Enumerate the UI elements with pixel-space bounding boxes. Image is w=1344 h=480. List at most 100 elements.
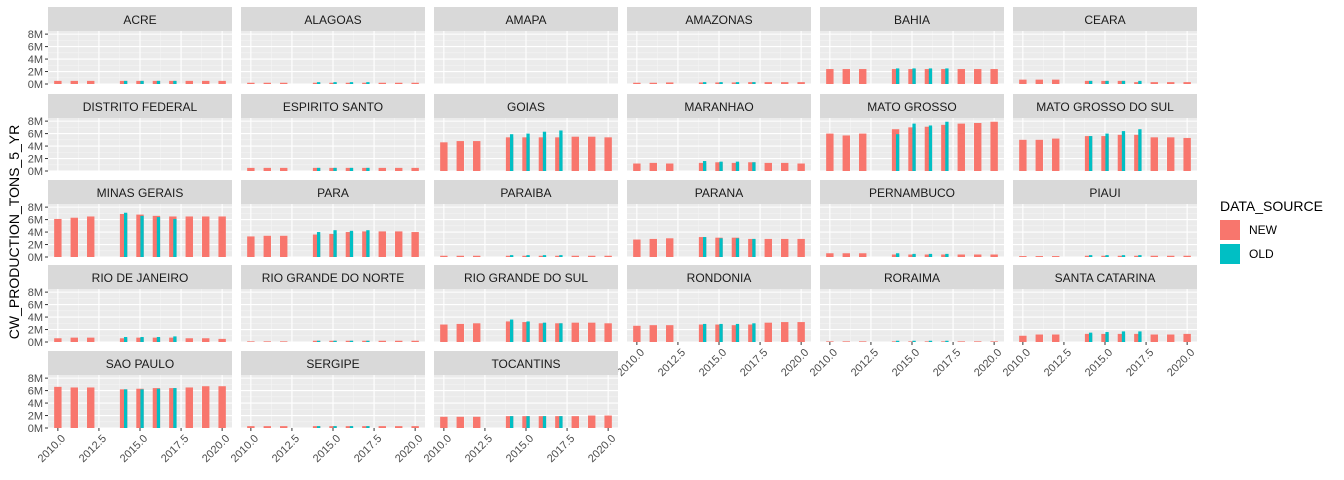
bar-new xyxy=(522,137,530,171)
bar-new xyxy=(202,338,210,342)
bar-new xyxy=(538,255,547,257)
bar-old xyxy=(945,253,949,257)
bar-new xyxy=(87,216,95,257)
bar-old xyxy=(316,340,321,342)
bar-new xyxy=(731,237,740,257)
panel-para: PARA xyxy=(241,180,425,258)
bar-new xyxy=(70,217,78,257)
bar-new xyxy=(649,325,657,342)
bar-new xyxy=(378,82,386,84)
bar-old xyxy=(928,125,933,171)
x-tick-label: 2015.0 xyxy=(118,433,150,465)
bar-new xyxy=(891,69,900,84)
bar-new xyxy=(395,426,403,428)
bar-new xyxy=(908,69,916,84)
bar-new xyxy=(411,340,419,342)
y-tick-label: 2M xyxy=(28,411,43,423)
bar-new xyxy=(411,426,419,428)
bar-new xyxy=(345,232,354,257)
bar-new xyxy=(924,341,933,342)
bar-new xyxy=(781,82,789,84)
strip-label: PIAUI xyxy=(1089,186,1120,200)
bar-new xyxy=(571,255,579,257)
bar-new xyxy=(748,82,756,84)
x-tick-label: 2010.0 xyxy=(229,433,261,465)
bar-old xyxy=(316,82,321,84)
bar-old xyxy=(156,80,161,84)
bar-new xyxy=(555,416,563,428)
bar-old xyxy=(735,323,740,342)
bar-new xyxy=(649,82,657,84)
bar-new xyxy=(908,127,916,171)
strip-label: CEARA xyxy=(1084,13,1125,27)
y-tick-label: 0M xyxy=(28,423,43,435)
bar-new xyxy=(1019,139,1027,171)
bar-new xyxy=(522,322,530,342)
bar-new xyxy=(505,255,514,257)
panel-rio-grande-do-sul: RIO GRANDE DO SUL xyxy=(434,265,618,343)
bar-new xyxy=(826,69,834,84)
bar-old xyxy=(156,217,161,257)
bar-new xyxy=(119,338,128,342)
bar-new xyxy=(185,387,193,428)
bar-new xyxy=(345,82,354,84)
bar-old xyxy=(333,167,337,171)
strip-label: SERGIPE xyxy=(306,357,359,371)
bar-new xyxy=(395,231,403,257)
bar-old xyxy=(1138,129,1142,171)
bar-new xyxy=(1117,333,1126,342)
bar-new xyxy=(908,341,916,342)
bar-new xyxy=(797,238,805,257)
x-tick-label: 2010.0 xyxy=(422,433,454,465)
strip-label: MATO GROSSO DO SUL xyxy=(1036,100,1174,114)
legend-key-old xyxy=(1220,244,1240,264)
panel-sergipe: SERGIPE 2010.0 2012.5 2015.0 2017.5 2020.0 xyxy=(229,351,425,465)
bar-new xyxy=(152,388,161,428)
bar-old xyxy=(123,389,128,428)
panel-amazonas: AMAZONAS xyxy=(627,7,811,85)
bar-new xyxy=(522,255,530,257)
y-tick-label: 6M xyxy=(28,42,43,54)
bar-new xyxy=(1052,138,1060,171)
bar-new xyxy=(957,341,965,342)
bar-new xyxy=(152,215,161,257)
strip-label: AMAZONAS xyxy=(685,13,752,27)
x-tick-label: 2010.0 xyxy=(36,433,68,465)
bar-old xyxy=(559,416,563,428)
bar-new xyxy=(633,82,641,84)
bar-new xyxy=(633,325,641,342)
strip-background xyxy=(627,180,811,204)
bar-new xyxy=(505,137,514,171)
panel-pernambuco: PERNAMBUCO xyxy=(820,180,1004,258)
bar-old xyxy=(509,134,514,171)
bar-old xyxy=(349,426,354,428)
bar-new xyxy=(957,123,965,171)
bar-new xyxy=(440,324,448,342)
bar-new xyxy=(202,216,210,257)
bar-new xyxy=(54,80,62,84)
y-tick-label: 4M xyxy=(28,312,43,324)
bar-new xyxy=(218,80,226,84)
x-tick-label: 2017.5 xyxy=(931,347,963,379)
bar-new xyxy=(70,337,78,342)
bar-new xyxy=(312,234,321,257)
bar-new xyxy=(218,386,226,428)
bar-new xyxy=(1117,134,1126,171)
bar-new xyxy=(54,338,62,342)
bar-new xyxy=(698,82,707,84)
y-axis-title: CW_PRODUCTION_TONS_5_YR xyxy=(6,125,22,339)
bar-new xyxy=(185,338,193,342)
bar-old xyxy=(542,416,547,428)
y-tick-label: 0M xyxy=(28,79,43,91)
bar-old xyxy=(349,230,354,257)
bar-new xyxy=(781,322,789,342)
bar-new xyxy=(411,167,419,171)
y-tick-label: 2M xyxy=(28,325,43,337)
bar-new xyxy=(826,341,834,342)
x-tick-label: 2010.0 xyxy=(1001,347,1033,379)
y-tick-label: 8M xyxy=(28,373,43,385)
strip-label: PARA xyxy=(317,186,349,200)
panel-mato-grosso: MATO GROSSO xyxy=(820,94,1004,172)
